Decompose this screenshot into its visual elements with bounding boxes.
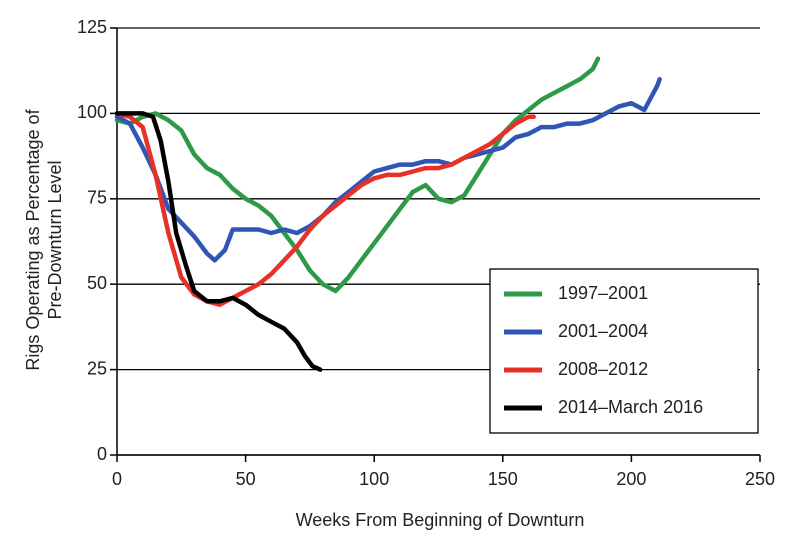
series-line bbox=[114, 111, 536, 307]
y-tick-label: 125 bbox=[77, 17, 107, 37]
y-tick-label: 0 bbox=[97, 444, 107, 464]
legend-label: 2014–March 2016 bbox=[558, 397, 703, 417]
y-tick-label: 25 bbox=[87, 358, 107, 378]
series-line bbox=[114, 111, 323, 372]
y-tick-label: 75 bbox=[87, 188, 107, 208]
series-line bbox=[114, 76, 662, 263]
x-tick-label: 50 bbox=[236, 469, 256, 489]
series-line bbox=[114, 56, 601, 294]
legend-label: 2001–2004 bbox=[558, 321, 648, 341]
y-axis-label-line: Pre-Downturn Level bbox=[45, 160, 65, 319]
x-tick-label: 250 bbox=[745, 469, 775, 489]
legend-label: 1997–2001 bbox=[558, 283, 648, 303]
y-tick-label: 50 bbox=[87, 273, 107, 293]
x-axis-label: Weeks From Beginning of Downturn bbox=[296, 510, 585, 530]
legend: 1997–2001 2001–2004 2008–2012 2014–March 20… bbox=[489, 268, 759, 434]
x-tick-label: 0 bbox=[112, 469, 122, 489]
y-axis-label-line: Rigs Operating as Percentage of bbox=[23, 108, 43, 370]
legend-label: 2008–2012 bbox=[558, 359, 648, 379]
x-tick-label: 150 bbox=[488, 469, 518, 489]
y-tick-label: 100 bbox=[77, 102, 107, 122]
x-tick-label: 100 bbox=[359, 469, 389, 489]
y-axis-label: Rigs Operating as Percentage of Pre-Down… bbox=[23, 108, 65, 370]
x-tick-label: 200 bbox=[616, 469, 646, 489]
